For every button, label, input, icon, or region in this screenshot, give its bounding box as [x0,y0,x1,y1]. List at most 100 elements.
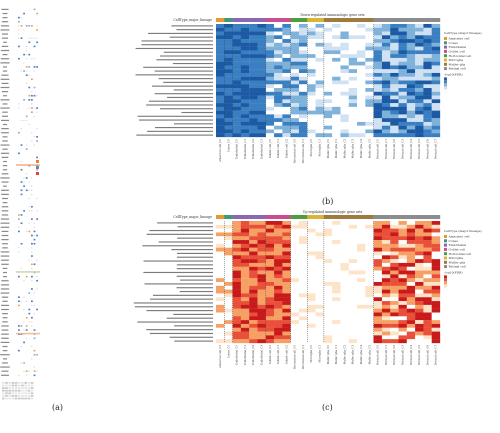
heatmap-cell [365,289,374,294]
heatmap-cell [290,61,300,66]
footer-cell [11,395,15,397]
heatmap-cell [332,323,341,328]
column-label: Endothelial_C0 [235,345,239,365]
heatmap-cell [340,91,349,96]
heatmap-cell [431,274,441,279]
heatmap-cell [431,35,441,40]
heatmap-cell [348,91,358,96]
heatmap-cell [423,255,432,260]
heatmap-cell [249,114,258,119]
heatmap-cell [323,232,333,237]
heatmap-cell [357,339,366,344]
heatmap-cell [323,110,333,115]
heatmap-cell [332,76,341,81]
heatmap-cell [257,282,266,286]
heatmap-cell [282,50,291,55]
heatmap-cell [257,301,266,306]
heatmap-cell [249,42,258,47]
heatmap-cell [406,110,416,115]
heatmap-cell [332,320,341,325]
dot-cell [33,66,36,68]
heatmap-cell [390,221,399,225]
heatmap-cell [224,282,233,286]
heatmap-cell [315,42,325,47]
heatmap-cell [224,57,233,62]
heatmap-cell [332,65,341,70]
heatmap-cell [298,282,308,286]
heatmap-cell [348,24,358,28]
row-label [1,21,9,23]
heatmap-cell [340,80,349,85]
heatmap-cell [373,35,383,40]
heatmap-cell [431,80,441,85]
heatmap-cell [415,91,424,96]
heatmap-cell [265,224,275,229]
heatmap-cell [224,278,233,283]
heatmap-cell [340,221,349,225]
heatmap-cell [240,221,250,225]
heatmap-cell [265,84,275,89]
footer-cell [5,395,8,397]
heatmap-cell [357,278,366,283]
heatmap-cell [381,297,391,302]
heatmap-cell [323,331,333,336]
dot-cell [23,210,25,212]
heatmap-cell [381,304,391,309]
dot-cell [36,107,38,109]
heatmap-cell [315,31,325,36]
heatmap-cell [390,335,399,340]
heatmap-cell [315,39,325,43]
heatmap-cell [240,278,250,283]
heatmap-cell [398,69,407,74]
heatmap-cell [232,308,242,313]
heatmap-cell [365,236,374,241]
heatmap-cell [216,27,225,32]
heatmap-cell [240,69,250,74]
heatmap-cell [265,76,275,81]
heatmap-cell [332,103,341,108]
heatmap-cell [406,240,416,245]
heatmap-cell [232,42,242,47]
dot-cell [20,161,22,163]
heatmap-cell [406,84,416,89]
row-label [0,107,10,109]
heatmap-cell [257,327,266,332]
row-label [147,130,213,132]
heatmap-cell [298,266,308,271]
column-label: Muller glia_C3 [351,345,355,365]
heatmap-cell [224,114,233,119]
heatmap-cell [390,129,399,134]
heatmap-cell [265,297,275,302]
heatmap-cell [431,27,441,32]
heatmap-cell [307,282,316,286]
heatmap-cell [240,270,250,275]
heatmap-cell [224,240,233,245]
heatmap-cell [332,46,341,51]
heatmap-cell [232,125,242,130]
heatmap-cell [323,129,333,134]
row-label [2,111,8,113]
row-label [1,45,9,47]
heatmap-cell [274,259,283,264]
heatmap-cell [415,335,424,340]
heatmap-cell [332,297,341,302]
dot-cell [31,280,33,282]
heatmap-cell [431,312,441,317]
heatmap-cell [348,72,358,77]
heatmap-cell [357,331,366,336]
heatmap-cell [390,293,399,298]
heatmap-cell [406,232,416,237]
heatmap-cell [240,304,250,309]
heatmap-cell [332,50,341,55]
heatmap-cell [282,69,291,74]
heatmap-cell [249,72,258,77]
heatmap-cell [307,259,316,264]
heatmap-cell [249,46,258,51]
heatmap-cell [240,106,250,111]
heatmap-cell [398,224,407,229]
heatmap-cell [390,278,399,283]
heatmap-cell [357,91,366,96]
heatmap-cell [282,323,291,328]
heatmap-cell [232,57,242,62]
heatmap-cell [398,35,407,40]
